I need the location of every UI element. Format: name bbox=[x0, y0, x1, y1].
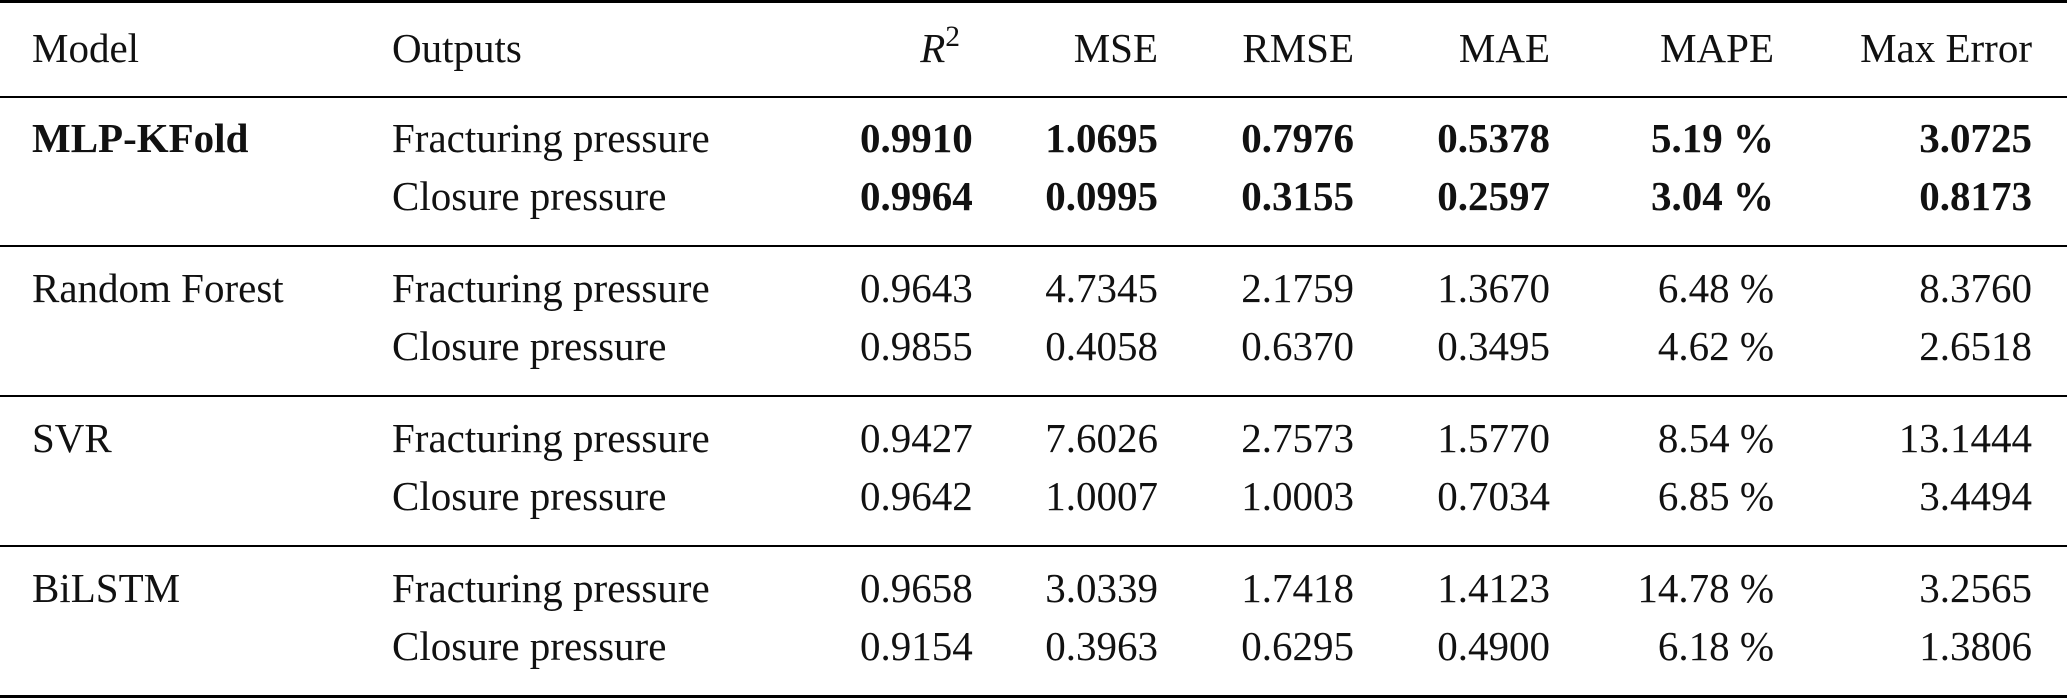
output-name: Closure pressure bbox=[392, 623, 667, 669]
metric-mape: 5.19 % bbox=[1651, 115, 1774, 161]
metric-mae: 1.3670 bbox=[1437, 265, 1550, 311]
metric-rmse: 2.7573 bbox=[1241, 415, 1354, 461]
metric-r2: 0.9427 bbox=[860, 415, 973, 461]
metric-max-error: 13.1444 bbox=[1898, 415, 2032, 461]
metric-max-error: 2.6518 bbox=[1919, 323, 2032, 369]
output-name: Fracturing pressure bbox=[392, 115, 710, 161]
header-mse: MSE bbox=[1073, 25, 1158, 71]
metric-max-error: 0.8173 bbox=[1919, 173, 2032, 219]
header-model: Model bbox=[32, 25, 140, 71]
header-r2: R2 bbox=[860, 22, 960, 71]
header-r2-superscript: 2 bbox=[945, 20, 960, 53]
metric-mape: 4.62 % bbox=[1657, 323, 1774, 369]
metric-mae: 1.4123 bbox=[1437, 565, 1550, 611]
model-name: Random Forest bbox=[32, 265, 284, 311]
metric-rmse: 1.7418 bbox=[1241, 565, 1354, 611]
metric-r2: 0.9964 bbox=[860, 173, 973, 219]
metric-max-error: 3.2565 bbox=[1919, 565, 2032, 611]
metric-mape: 6.85 % bbox=[1657, 473, 1774, 519]
header-max-error: Max Error bbox=[1860, 25, 2032, 71]
metric-mse: 0.4058 bbox=[1045, 323, 1158, 369]
metric-mae: 0.3495 bbox=[1437, 323, 1550, 369]
metric-mape: 3.04 % bbox=[1651, 173, 1774, 219]
model-name: BiLSTM bbox=[32, 565, 181, 611]
metric-mse: 1.0007 bbox=[1045, 473, 1158, 519]
metric-rmse: 0.6295 bbox=[1241, 623, 1354, 669]
metric-mse: 0.3963 bbox=[1045, 623, 1158, 669]
output-name: Fracturing pressure bbox=[392, 415, 710, 461]
metric-mape: 14.78 % bbox=[1637, 565, 1774, 611]
metric-r2: 0.9910 bbox=[860, 115, 973, 161]
output-name: Fracturing pressure bbox=[392, 565, 710, 611]
metric-max-error: 3.0725 bbox=[1919, 115, 2032, 161]
metric-max-error: 3.4494 bbox=[1919, 473, 2032, 519]
metric-mape: 6.18 % bbox=[1657, 623, 1774, 669]
metric-rmse: 0.6370 bbox=[1241, 323, 1354, 369]
metric-mae: 0.4900 bbox=[1437, 623, 1550, 669]
header-rmse: RMSE bbox=[1242, 25, 1354, 71]
output-name: Closure pressure bbox=[392, 173, 667, 219]
header-rule bbox=[0, 96, 2067, 98]
metric-max-error: 8.3760 bbox=[1919, 265, 2032, 311]
header-outputs: Outputs bbox=[392, 25, 522, 71]
metric-r2: 0.9855 bbox=[860, 323, 973, 369]
metric-mape: 6.48 % bbox=[1657, 265, 1774, 311]
model-name: MLP-KFold bbox=[32, 115, 249, 161]
metric-max-error: 1.3806 bbox=[1919, 623, 2032, 669]
metric-r2: 0.9154 bbox=[860, 623, 973, 669]
top-rule bbox=[0, 0, 2067, 3]
bottom-rule bbox=[0, 695, 2067, 698]
metric-mae: 1.5770 bbox=[1437, 415, 1550, 461]
output-name: Closure pressure bbox=[392, 323, 667, 369]
group-separator bbox=[0, 395, 2067, 397]
metric-rmse: 2.1759 bbox=[1241, 265, 1354, 311]
metric-mse: 3.0339 bbox=[1045, 565, 1158, 611]
output-name: Fracturing pressure bbox=[392, 265, 710, 311]
metric-rmse: 0.7976 bbox=[1241, 115, 1354, 161]
model-name: SVR bbox=[32, 415, 112, 461]
metric-mae: 0.2597 bbox=[1437, 173, 1550, 219]
header-r2-symbol: R bbox=[920, 25, 946, 71]
metric-r2: 0.9642 bbox=[860, 473, 973, 519]
metric-mse: 0.0995 bbox=[1045, 173, 1158, 219]
metric-r2: 0.9658 bbox=[860, 565, 973, 611]
metric-r2: 0.9643 bbox=[860, 265, 973, 311]
metric-mape: 8.54 % bbox=[1657, 415, 1774, 461]
metric-mse: 1.0695 bbox=[1045, 115, 1158, 161]
header-mape: MAPE bbox=[1660, 25, 1774, 71]
metric-mae: 0.5378 bbox=[1437, 115, 1550, 161]
metric-mae: 0.7034 bbox=[1437, 473, 1550, 519]
group-separator bbox=[0, 245, 2067, 247]
header-mae: MAE bbox=[1458, 25, 1550, 71]
metric-rmse: 0.3155 bbox=[1241, 173, 1354, 219]
group-separator bbox=[0, 545, 2067, 547]
metric-mse: 7.6026 bbox=[1045, 415, 1158, 461]
output-name: Closure pressure bbox=[392, 473, 667, 519]
metric-rmse: 1.0003 bbox=[1241, 473, 1354, 519]
metric-mse: 4.7345 bbox=[1045, 265, 1158, 311]
